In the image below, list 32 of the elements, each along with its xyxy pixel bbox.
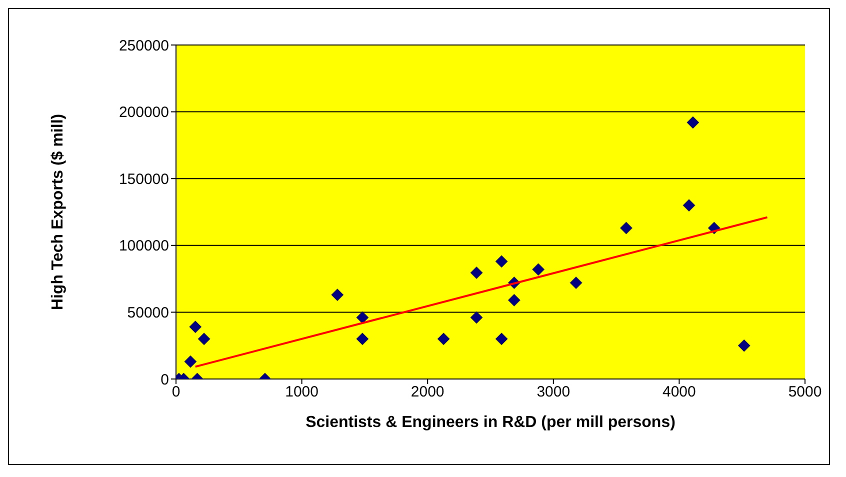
- point: [682, 199, 696, 212]
- y-axis-title: High Tech Exports ($ mill): [50, 114, 67, 310]
- x-axis-title: Scientists & Engineers in R&D (per mill persons): [306, 414, 676, 431]
- y-tick-label: 100000: [118, 238, 169, 255]
- y-tick-label: 0: [160, 371, 169, 388]
- x-tick-label: 1000: [285, 384, 318, 401]
- point: [437, 332, 450, 346]
- y-tick-label: 250000: [118, 37, 169, 54]
- point: [198, 332, 210, 346]
- point: [189, 320, 202, 334]
- y-tick-label: 150000: [118, 170, 169, 188]
- point: [356, 332, 369, 346]
- y-tick-label: 50000: [127, 304, 169, 322]
- point: [532, 263, 545, 276]
- point: [570, 276, 582, 290]
- point: [331, 288, 344, 302]
- point: [495, 255, 508, 268]
- x-tick-label: 3000: [536, 384, 570, 401]
- point: [470, 266, 483, 280]
- y-tick-label: 200000: [118, 104, 169, 122]
- point: [184, 355, 197, 368]
- point: [620, 222, 632, 234]
- point: [495, 332, 508, 346]
- point: [508, 294, 520, 306]
- point: [356, 311, 369, 324]
- point: [686, 116, 700, 129]
- point: [470, 311, 483, 324]
- x-tick-label: 0: [172, 384, 180, 401]
- x-tick-label: 4000: [662, 384, 696, 401]
- x-tick-label: 5000: [788, 384, 822, 401]
- point: [738, 339, 750, 352]
- x-tick-label: 2000: [410, 384, 444, 401]
